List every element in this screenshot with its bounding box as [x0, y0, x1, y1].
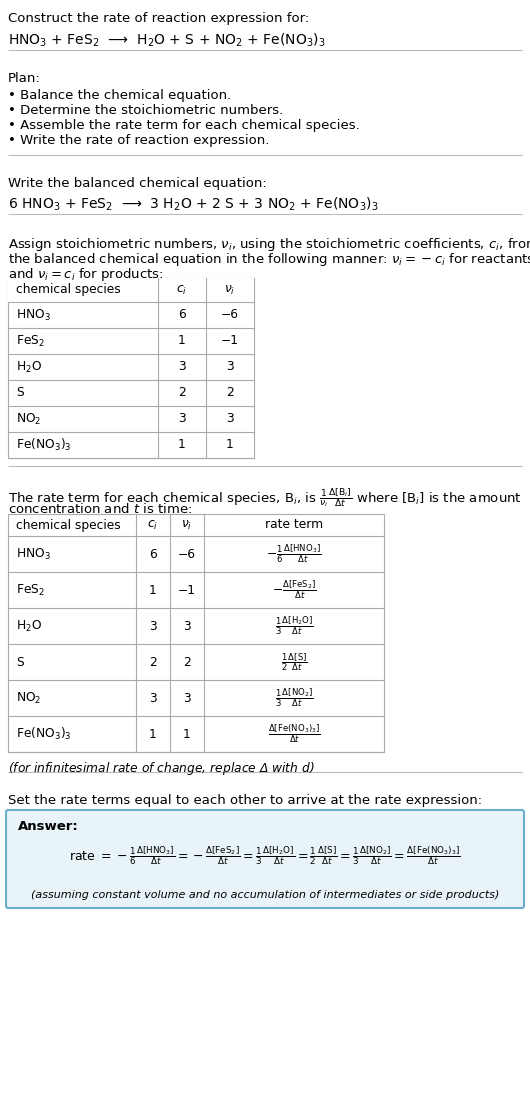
Text: H$_2$O: H$_2$O	[16, 359, 42, 375]
Text: rate $= -\frac{1}{6}\frac{\Delta[\mathrm{HNO_3}]}{\Delta t} = -\frac{\Delta[\mat: rate $= -\frac{1}{6}\frac{\Delta[\mathrm…	[69, 845, 461, 867]
Text: (assuming constant volume and no accumulation of intermediates or side products): (assuming constant volume and no accumul…	[31, 890, 499, 900]
Text: −1: −1	[221, 335, 239, 347]
Text: Fe(NO$_3$)$_3$: Fe(NO$_3$)$_3$	[16, 726, 72, 742]
Text: $\frac{1}{3}\frac{\Delta[\mathrm{NO_2}]}{\Delta t}$: $\frac{1}{3}\frac{\Delta[\mathrm{NO_2}]}…	[275, 687, 313, 709]
Text: 3: 3	[226, 360, 234, 374]
Text: NO$_2$: NO$_2$	[16, 411, 41, 427]
Text: S: S	[16, 387, 24, 399]
Text: 6: 6	[149, 547, 157, 560]
Text: −1: −1	[178, 584, 196, 596]
Text: 1: 1	[183, 727, 191, 741]
Text: 2: 2	[178, 387, 186, 399]
Text: S: S	[16, 655, 24, 668]
Text: H$_2$O: H$_2$O	[16, 618, 42, 634]
Text: HNO$_3$: HNO$_3$	[16, 546, 51, 562]
Text: $-\frac{1}{6}\frac{\Delta[\mathrm{HNO_3}]}{\Delta t}$: $-\frac{1}{6}\frac{\Delta[\mathrm{HNO_3}…	[266, 543, 322, 565]
Text: Set the rate terms equal to each other to arrive at the rate expression:: Set the rate terms equal to each other t…	[8, 794, 482, 807]
Text: HNO$_3$ + FeS$_2$  ⟶  H$_2$O + S + NO$_2$ + Fe(NO$_3$)$_3$: HNO$_3$ + FeS$_2$ ⟶ H$_2$O + S + NO$_2$ …	[8, 32, 325, 49]
Text: 3: 3	[178, 413, 186, 426]
Text: −6: −6	[178, 547, 196, 560]
Text: 3: 3	[178, 360, 186, 374]
Text: $\frac{1}{3}\frac{\Delta[\mathrm{H_2O}]}{\Delta t}$: $\frac{1}{3}\frac{\Delta[\mathrm{H_2O}]}…	[275, 615, 313, 637]
Text: −6: −6	[221, 308, 239, 321]
Text: • Balance the chemical equation.: • Balance the chemical equation.	[8, 89, 231, 102]
Text: 3: 3	[149, 619, 157, 633]
Text: rate term: rate term	[265, 518, 323, 532]
Text: (for infinitesimal rate of change, replace Δ with $d$): (for infinitesimal rate of change, repla…	[8, 759, 315, 777]
Text: $\nu_i$: $\nu_i$	[181, 518, 192, 532]
Text: Construct the rate of reaction expression for:: Construct the rate of reaction expressio…	[8, 12, 309, 24]
Text: • Determine the stoichiometric numbers.: • Determine the stoichiometric numbers.	[8, 105, 283, 117]
Text: 3: 3	[226, 413, 234, 426]
Text: Assign stoichiometric numbers, $\nu_i$, using the stoichiometric coefficients, $: Assign stoichiometric numbers, $\nu_i$, …	[8, 236, 530, 254]
Text: $\frac{\Delta[\mathrm{Fe(NO_3)_3}]}{\Delta t}$: $\frac{\Delta[\mathrm{Fe(NO_3)_3}]}{\Del…	[268, 723, 321, 745]
Bar	[8, 278, 254, 302]
Text: 3: 3	[183, 619, 191, 633]
Text: • Write the rate of reaction expression.: • Write the rate of reaction expression.	[8, 135, 269, 147]
Text: 1: 1	[149, 584, 157, 596]
Text: 6: 6	[178, 308, 186, 321]
Text: and $\nu_i = c_i$ for products:: and $\nu_i = c_i$ for products:	[8, 266, 164, 282]
Text: 1: 1	[149, 727, 157, 741]
Text: $-\frac{\Delta[\mathrm{FeS_2}]}{\Delta t}$: $-\frac{\Delta[\mathrm{FeS_2}]}{\Delta t…	[272, 578, 316, 602]
Text: Answer:: Answer:	[18, 820, 79, 833]
Text: Fe(NO$_3$)$_3$: Fe(NO$_3$)$_3$	[16, 437, 72, 453]
Text: chemical species: chemical species	[16, 284, 121, 297]
Bar	[8, 278, 254, 458]
Text: chemical species: chemical species	[16, 518, 121, 532]
Text: • Assemble the rate term for each chemical species.: • Assemble the rate term for each chemic…	[8, 119, 360, 132]
Text: 2: 2	[226, 387, 234, 399]
Text: The rate term for each chemical species, B$_i$, is $\frac{1}{\nu_i}\frac{\Delta[: The rate term for each chemical species,…	[8, 486, 522, 509]
Text: 3: 3	[149, 692, 157, 705]
Text: Write the balanced chemical equation:: Write the balanced chemical equation:	[8, 177, 267, 190]
Text: 1: 1	[178, 438, 186, 451]
Text: 3: 3	[183, 692, 191, 705]
Text: 1: 1	[178, 335, 186, 347]
Text: $c_i$: $c_i$	[147, 518, 158, 532]
Text: the balanced chemical equation in the following manner: $\nu_i = -c_i$ for react: the balanced chemical equation in the fo…	[8, 251, 530, 268]
Text: Plan:: Plan:	[8, 72, 41, 85]
Text: concentration and $t$ is time:: concentration and $t$ is time:	[8, 502, 192, 516]
Text: 1: 1	[226, 438, 234, 451]
Text: FeS$_2$: FeS$_2$	[16, 334, 45, 348]
Text: $c_i$: $c_i$	[176, 284, 188, 297]
Text: 6 HNO$_3$ + FeS$_2$  ⟶  3 H$_2$O + 2 S + 3 NO$_2$ + Fe(NO$_3$)$_3$: 6 HNO$_3$ + FeS$_2$ ⟶ 3 H$_2$O + 2 S + 3…	[8, 196, 378, 214]
Text: FeS$_2$: FeS$_2$	[16, 583, 45, 597]
Text: $\nu_i$: $\nu_i$	[224, 284, 236, 297]
Text: $\frac{1}{2}\frac{\Delta[\mathrm{S}]}{\Delta t}$: $\frac{1}{2}\frac{\Delta[\mathrm{S}]}{\D…	[280, 652, 307, 673]
Text: HNO$_3$: HNO$_3$	[16, 307, 51, 322]
Text: 2: 2	[149, 655, 157, 668]
Text: 2: 2	[183, 655, 191, 668]
FancyBboxPatch shape	[6, 810, 524, 909]
Bar	[8, 514, 384, 752]
Text: NO$_2$: NO$_2$	[16, 691, 41, 705]
